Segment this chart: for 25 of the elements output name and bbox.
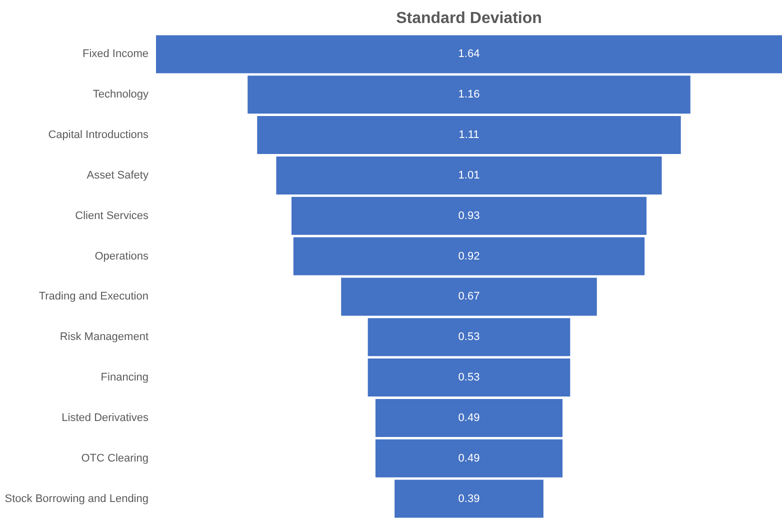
data-label: 0.49 bbox=[458, 452, 480, 464]
data-label: 0.92 bbox=[458, 250, 480, 262]
data-label: 1.64 bbox=[458, 48, 480, 60]
data-label: 0.93 bbox=[458, 210, 480, 222]
category-label: Client Services bbox=[75, 210, 149, 222]
data-label: 1.16 bbox=[458, 88, 480, 101]
data-label: 0.39 bbox=[458, 492, 480, 505]
data-label: 1.01 bbox=[458, 169, 480, 182]
text: Standard Deviation bbox=[396, 10, 542, 27]
data-label: 0.53 bbox=[458, 372, 480, 384]
data-label: 0.53 bbox=[458, 331, 480, 344]
category-label: Risk Management bbox=[60, 331, 148, 344]
category-label: Fixed Income bbox=[82, 48, 148, 60]
category-label: Financing bbox=[100, 372, 148, 384]
category-label: Listed Derivatives bbox=[62, 412, 149, 424]
category-label: Technology bbox=[92, 88, 149, 101]
data-label: 0.67 bbox=[458, 290, 480, 303]
category-label: OTC Clearing bbox=[81, 452, 148, 464]
category-label: Capital Introductions bbox=[48, 129, 149, 142]
data-label: 0.49 bbox=[458, 412, 480, 424]
category-label: Operations bbox=[94, 250, 149, 262]
data-label: 1.11 bbox=[458, 129, 480, 142]
category-label: Trading and Execution bbox=[38, 290, 148, 303]
category-label: Asset Safety bbox=[86, 169, 149, 182]
category-label: Stock Borrowing and Lending bbox=[4, 492, 148, 505]
